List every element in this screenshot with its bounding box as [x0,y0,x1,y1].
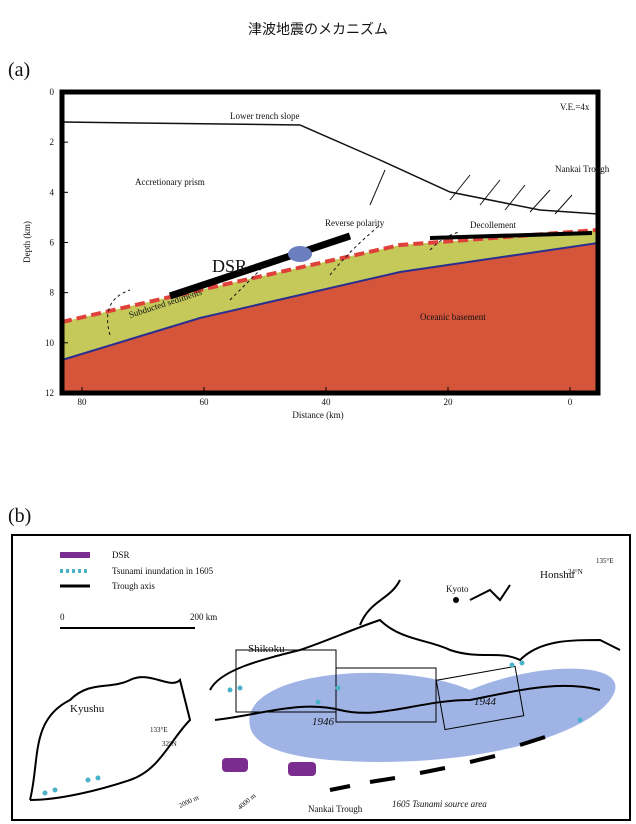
legend-swatch [60,552,90,558]
y-tick-label: 10 [45,338,55,348]
place-label: 1605 Tsunami source area [392,799,487,809]
annotation: Oceanic basement [420,312,486,322]
city-marker [453,597,459,603]
figure-title: 津波地震のメカニズム [248,22,388,38]
annotation: Nankai Trough [555,164,610,174]
y-tick-label: 2 [50,137,55,147]
scale-label: 0 [60,612,65,622]
panel-label: (a) [8,59,30,81]
x-tick-label: 80 [78,397,88,407]
year-label: 1946 [312,716,335,728]
coordinate-label: 135°E [596,557,614,565]
x-tick-label: 60 [200,397,210,407]
coordinate-label: 32°N [162,740,177,748]
place-label: Kyoto [446,584,469,594]
y-tick-label: 8 [50,288,55,298]
seafloor [62,122,598,214]
reverse-polarity-patch [288,246,312,262]
thrust-faults [370,170,572,214]
y-axis-label: Depth (km) [22,221,32,263]
y-tick-label: 0 [50,87,55,97]
coordinate-label: 34°N [568,568,583,576]
annotation: V.E.=4x [560,102,590,112]
y-tick-label: 4 [50,187,55,197]
x-axis-label: Distance (km) [292,410,343,420]
legend-entry: Tsunami inundation in 1605 [112,566,214,576]
place-label: Shikoku [248,643,285,655]
coordinate-label: 133°E [150,726,168,734]
annotation: Reverse polarity [325,218,385,228]
legend-entry: DSR [112,550,130,560]
legend-entry: Trough axis [112,581,155,591]
annotation: Decollement [470,220,516,230]
scale-label: 200 km [190,612,217,622]
place-label: Nankai Trough [308,804,363,814]
year-label: 1944 [474,696,497,708]
place-label: Kyushu [70,703,105,715]
annotation: Lower trench slope [230,111,299,121]
x-tick-label: 0 [568,397,573,407]
annotation: DSR [212,256,247,276]
x-tick-label: 40 [322,397,332,407]
panel-label: (b) [8,505,31,527]
y-tick-label: 12 [45,388,54,398]
y-tick-label: 6 [50,237,55,247]
figure: 津波地震のメカニズム (a) Lower trench slope V.E.=4… [0,0,636,824]
annotation: Accretionary prism [135,177,205,187]
x-tick-label: 20 [444,397,454,407]
